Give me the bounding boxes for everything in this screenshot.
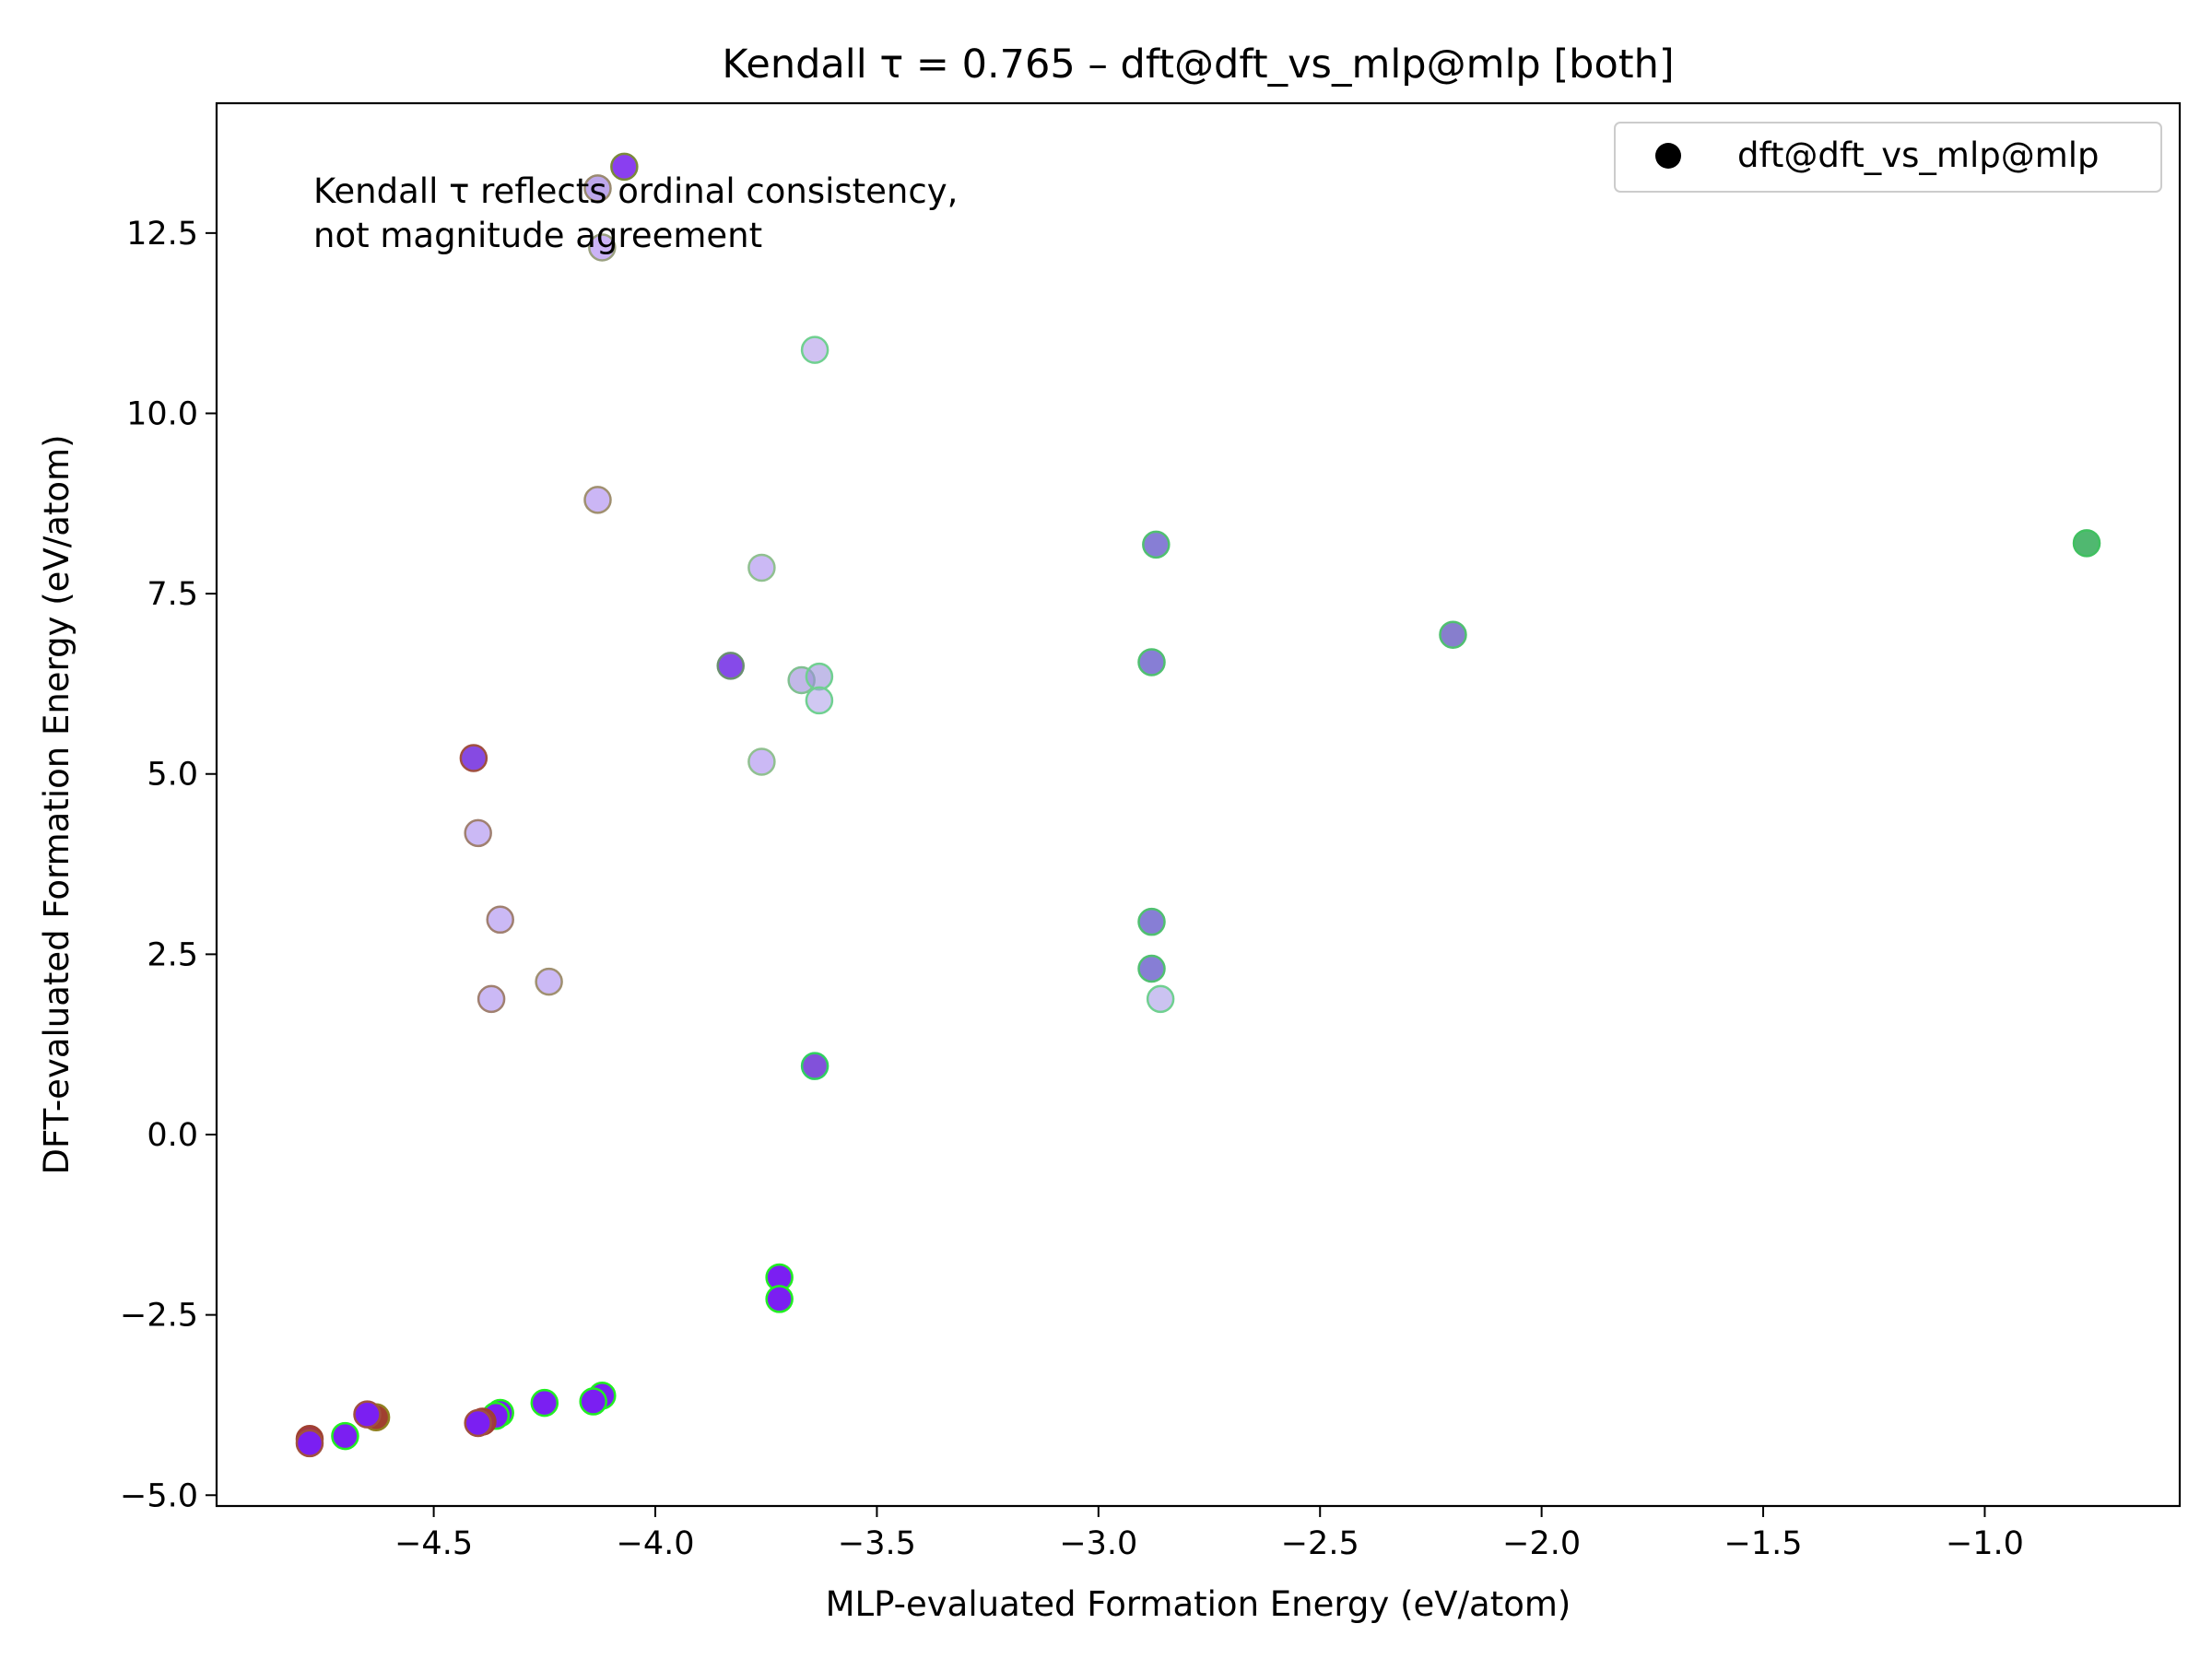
x-tick-label: −3.5 — [838, 1525, 916, 1562]
x-tick-label: −1.5 — [1724, 1525, 1803, 1562]
data-point — [805, 686, 834, 715]
y-tick-label: 0.0 — [147, 1117, 198, 1154]
data-point — [1146, 984, 1175, 1014]
data-point — [2072, 529, 2101, 558]
x-axis-ticks: −4.5 −4.0 −3.5 −3.0 −2.5 −2.0 −1.5 −1.0 — [394, 1506, 2024, 1562]
x-tick-label: −4.0 — [617, 1525, 695, 1562]
x-tick-label: −1.0 — [1946, 1525, 2024, 1562]
y-tick-label: −5.0 — [120, 1477, 198, 1514]
x-tick-label: −4.5 — [394, 1525, 473, 1562]
data-point — [583, 174, 612, 203]
chart-title: Kendall τ = 0.765 – dft@dft_vs_mlp@mlp [… — [722, 41, 1674, 88]
annotation-line-1: Kendall τ reflects ordinal consistency, — [313, 171, 958, 211]
data-point — [1439, 620, 1467, 649]
data-point — [530, 1388, 559, 1418]
data-point — [464, 818, 492, 848]
data-point — [716, 652, 745, 680]
y-tick-label: 2.5 — [147, 936, 198, 973]
data-point — [535, 967, 563, 996]
y-tick-label: 5.0 — [147, 757, 198, 794]
data-point — [765, 1285, 794, 1313]
annotation-line-2: not magnitude agreement — [313, 216, 762, 255]
data-point — [747, 553, 776, 582]
data-point — [800, 1052, 830, 1080]
y-tick-label: 7.5 — [147, 576, 198, 613]
legend-box — [1614, 122, 2162, 193]
y-tick-label: 12.5 — [126, 216, 198, 253]
y-tick-label: 10.0 — [126, 395, 198, 432]
x-tick-label: −2.0 — [1502, 1525, 1581, 1562]
y-tick-label: −2.5 — [120, 1298, 198, 1335]
y-axis-label: DFT-evaluated Formation Energy (eV/atom) — [37, 434, 76, 1174]
data-point — [805, 662, 834, 691]
data-point — [588, 233, 617, 262]
data-point — [747, 747, 776, 776]
plot-frame — [215, 101, 2182, 1508]
data-point — [610, 152, 639, 182]
annotation-text: Kendall τ reflects ordinal consistency, … — [313, 171, 969, 255]
data-point — [464, 1408, 492, 1438]
data-point — [1137, 648, 1166, 677]
data-point — [1137, 907, 1166, 936]
y-axis-ticks: −5.0 −2.5 0.0 2.5 5.0 7.5 10.0 12.5 — [120, 216, 217, 1514]
x-tick-label: −2.5 — [1281, 1525, 1359, 1562]
data-point — [1137, 954, 1166, 983]
x-axis-label: MLP-evaluated Formation Energy (eV/atom) — [826, 1584, 1571, 1624]
legend: dft@dft_vs_mlp@mlp — [1614, 122, 2162, 193]
x-tick-label: −3.0 — [1059, 1525, 1137, 1562]
data-point — [477, 984, 506, 1014]
data-point — [486, 905, 514, 935]
data-point — [579, 1387, 607, 1416]
data-point — [583, 486, 612, 514]
legend-label: dft@dft_vs_mlp@mlp — [1737, 135, 2100, 175]
data-point — [459, 744, 488, 772]
data-point — [331, 1421, 359, 1451]
data-point — [353, 1400, 382, 1429]
points-layer — [295, 152, 2101, 1458]
legend-marker — [1655, 143, 1681, 169]
data-point — [1142, 530, 1171, 559]
data-point — [295, 1429, 324, 1458]
data-point — [800, 335, 830, 364]
